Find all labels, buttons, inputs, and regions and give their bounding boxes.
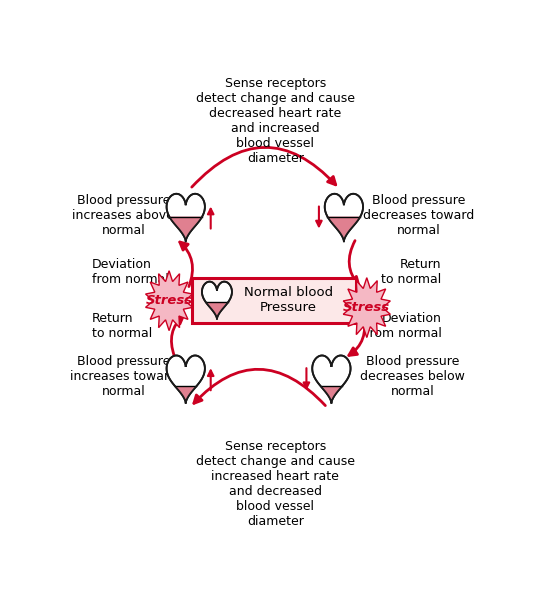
Polygon shape xyxy=(166,194,205,241)
Text: Return
to normal: Return to normal xyxy=(381,258,441,286)
Text: Sense receptors
detect change and cause
increased heart rate
and decreased
blood: Sense receptors detect change and cause … xyxy=(195,440,355,528)
Polygon shape xyxy=(175,386,197,403)
Text: Stress: Stress xyxy=(343,301,390,314)
Polygon shape xyxy=(206,302,228,319)
Polygon shape xyxy=(146,271,193,331)
Text: Blood pressure
decreases below
normal: Blood pressure decreases below normal xyxy=(360,355,465,398)
Polygon shape xyxy=(202,281,232,319)
FancyBboxPatch shape xyxy=(192,278,357,323)
Text: Blood pressure
increases above
normal: Blood pressure increases above normal xyxy=(72,194,174,237)
Text: Stress: Stress xyxy=(146,294,193,307)
Text: Deviation
from normal: Deviation from normal xyxy=(365,312,441,340)
FancyArrowPatch shape xyxy=(180,242,193,287)
Polygon shape xyxy=(312,355,351,403)
Polygon shape xyxy=(328,217,360,241)
Polygon shape xyxy=(169,217,202,241)
Polygon shape xyxy=(325,194,363,241)
Text: Deviation
from normal: Deviation from normal xyxy=(92,258,169,286)
Polygon shape xyxy=(343,278,390,338)
Text: Return
to normal: Return to normal xyxy=(92,312,153,340)
FancyArrowPatch shape xyxy=(349,241,359,285)
FancyArrowPatch shape xyxy=(349,315,365,355)
Text: Sense receptors
detect change and cause
decreased heart rate
and increased
blood: Sense receptors detect change and cause … xyxy=(195,77,355,164)
Polygon shape xyxy=(166,355,205,403)
Text: Blood pressure
increases toward
normal: Blood pressure increases toward normal xyxy=(70,355,177,398)
Polygon shape xyxy=(321,386,342,403)
FancyArrowPatch shape xyxy=(192,148,336,187)
Text: Blood pressure
decreases toward
normal: Blood pressure decreases toward normal xyxy=(363,194,474,237)
FancyArrowPatch shape xyxy=(171,316,183,356)
Text: Normal blood
Pressure: Normal blood Pressure xyxy=(244,286,333,314)
FancyArrowPatch shape xyxy=(194,369,325,406)
